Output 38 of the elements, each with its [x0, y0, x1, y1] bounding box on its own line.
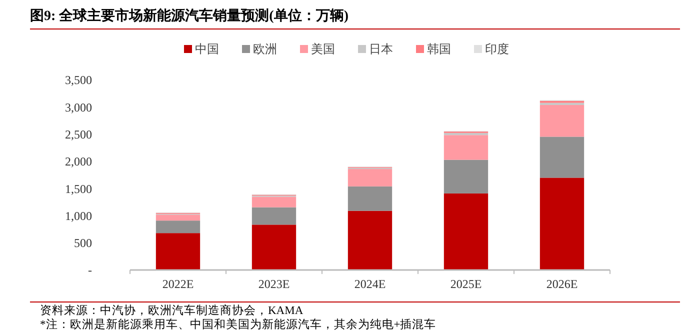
bar: [444, 160, 488, 194]
legend-label: 中国: [195, 42, 219, 56]
bar: [348, 186, 392, 211]
y-tick-label: 1,000: [65, 208, 92, 223]
chart-title: 图9: 全球主要市场新能源汽车销量预测(单位：万辆): [30, 7, 349, 24]
bar: [444, 135, 488, 160]
bar: [540, 136, 584, 178]
y-tick-label: 1,500: [65, 182, 92, 196]
bar: [156, 214, 200, 221]
bar: [252, 207, 296, 225]
legend-label: 欧洲: [253, 42, 277, 56]
bar: [444, 132, 488, 136]
y-tick-label: -: [88, 263, 92, 278]
legend-label: 韩国: [427, 42, 451, 56]
y-tick-label: 500: [74, 236, 92, 250]
legend-label: 印度: [485, 42, 509, 56]
bar: [540, 104, 584, 137]
bar: [156, 220, 200, 234]
bar: [348, 210, 392, 270]
x-tick-label: 2023E: [258, 277, 290, 291]
x-tick-label: 2024E: [354, 277, 386, 291]
y-tick-label: 3,000: [65, 100, 92, 114]
text: 资料来源：中汽协，欧洲汽车制造商协会，KAMA: [40, 303, 304, 317]
x-tick-label: 2026E: [546, 277, 578, 291]
bar: [540, 178, 584, 270]
bar: [252, 224, 296, 270]
y-tick-label: 2,000: [65, 154, 92, 169]
bar: [252, 196, 296, 208]
legend-label: 日本: [369, 42, 393, 56]
bar: [156, 233, 200, 270]
legend-label: 美国: [311, 42, 335, 56]
x-tick-label: 2022E: [162, 277, 194, 291]
y-tick-label: 2,500: [65, 127, 92, 142]
y-tick-label: 3,500: [65, 73, 92, 88]
x-tick-label: 2025E: [450, 277, 482, 291]
bar: [444, 193, 488, 270]
text: *注：欧洲是新能源乘用车、中国和美国为新能源汽车，其余为纯电+插混车: [40, 317, 436, 331]
bar: [348, 169, 392, 186]
